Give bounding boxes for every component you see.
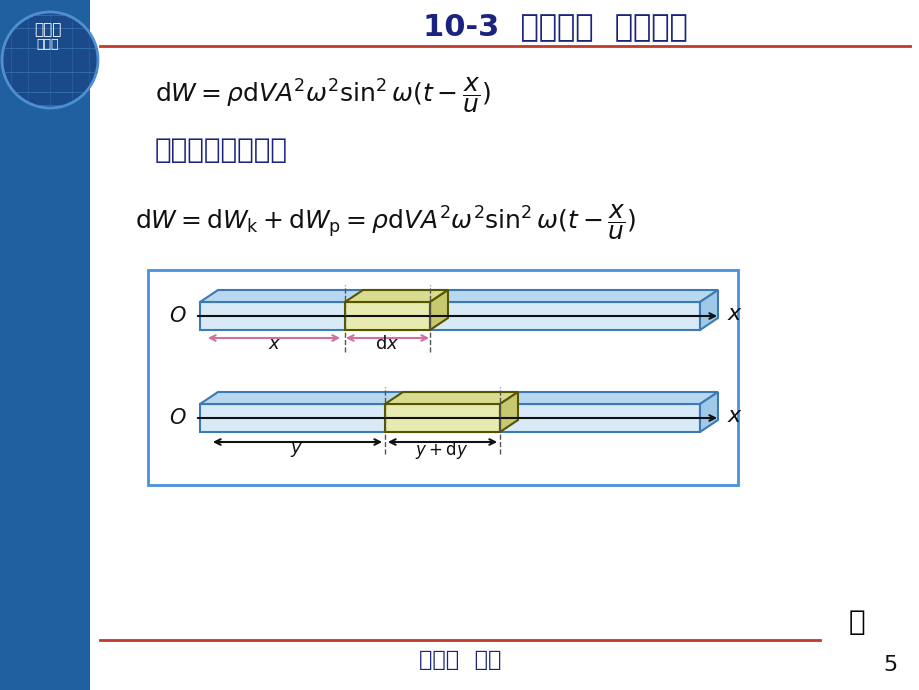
Polygon shape bbox=[699, 392, 717, 432]
Bar bbox=[199, 404, 699, 432]
Text: $x$: $x$ bbox=[726, 406, 743, 426]
Text: 体积元的总机械能: 体积元的总机械能 bbox=[154, 136, 288, 164]
Bar bbox=[199, 302, 699, 330]
Polygon shape bbox=[345, 290, 448, 302]
Bar bbox=[384, 404, 499, 432]
Polygon shape bbox=[199, 290, 717, 302]
Text: $\mathrm{d}x$: $\mathrm{d}x$ bbox=[374, 335, 399, 353]
Text: 物理学: 物理学 bbox=[34, 23, 62, 37]
Bar bbox=[148, 270, 737, 485]
Text: $x$: $x$ bbox=[268, 335, 281, 353]
Text: 第十章  波动: 第十章 波动 bbox=[418, 650, 501, 670]
Text: 10-3  波的能量  能流密度: 10-3 波的能量 能流密度 bbox=[422, 12, 686, 41]
Text: $x$: $x$ bbox=[726, 304, 743, 324]
Text: 第五版: 第五版 bbox=[37, 39, 59, 52]
Text: 5: 5 bbox=[882, 655, 896, 675]
Text: $\mathrm{d}W = \rho\mathrm{d}V A^{2}\omega^{2}\sin^{2}\omega(t - \dfrac{x}{u})$: $\mathrm{d}W = \rho\mathrm{d}V A^{2}\ome… bbox=[154, 75, 491, 115]
Polygon shape bbox=[429, 290, 448, 330]
Polygon shape bbox=[199, 392, 717, 404]
Text: $O$: $O$ bbox=[169, 306, 187, 326]
Circle shape bbox=[2, 12, 98, 108]
Polygon shape bbox=[384, 392, 517, 404]
Text: $y + \mathrm{d}y$: $y + \mathrm{d}y$ bbox=[414, 439, 468, 461]
Polygon shape bbox=[0, 0, 90, 690]
Text: $y$: $y$ bbox=[290, 441, 303, 459]
Text: $\mathrm{d}W = \mathrm{d}W_{\mathrm{k}} + \mathrm{d}W_{\mathrm{p}} = \rho\mathrm: $\mathrm{d}W = \mathrm{d}W_{\mathrm{k}} … bbox=[135, 202, 636, 242]
Text: $O$: $O$ bbox=[169, 408, 187, 428]
Polygon shape bbox=[499, 392, 517, 432]
Polygon shape bbox=[699, 290, 717, 330]
Bar bbox=[345, 302, 429, 330]
Text: 📖: 📖 bbox=[847, 608, 865, 636]
